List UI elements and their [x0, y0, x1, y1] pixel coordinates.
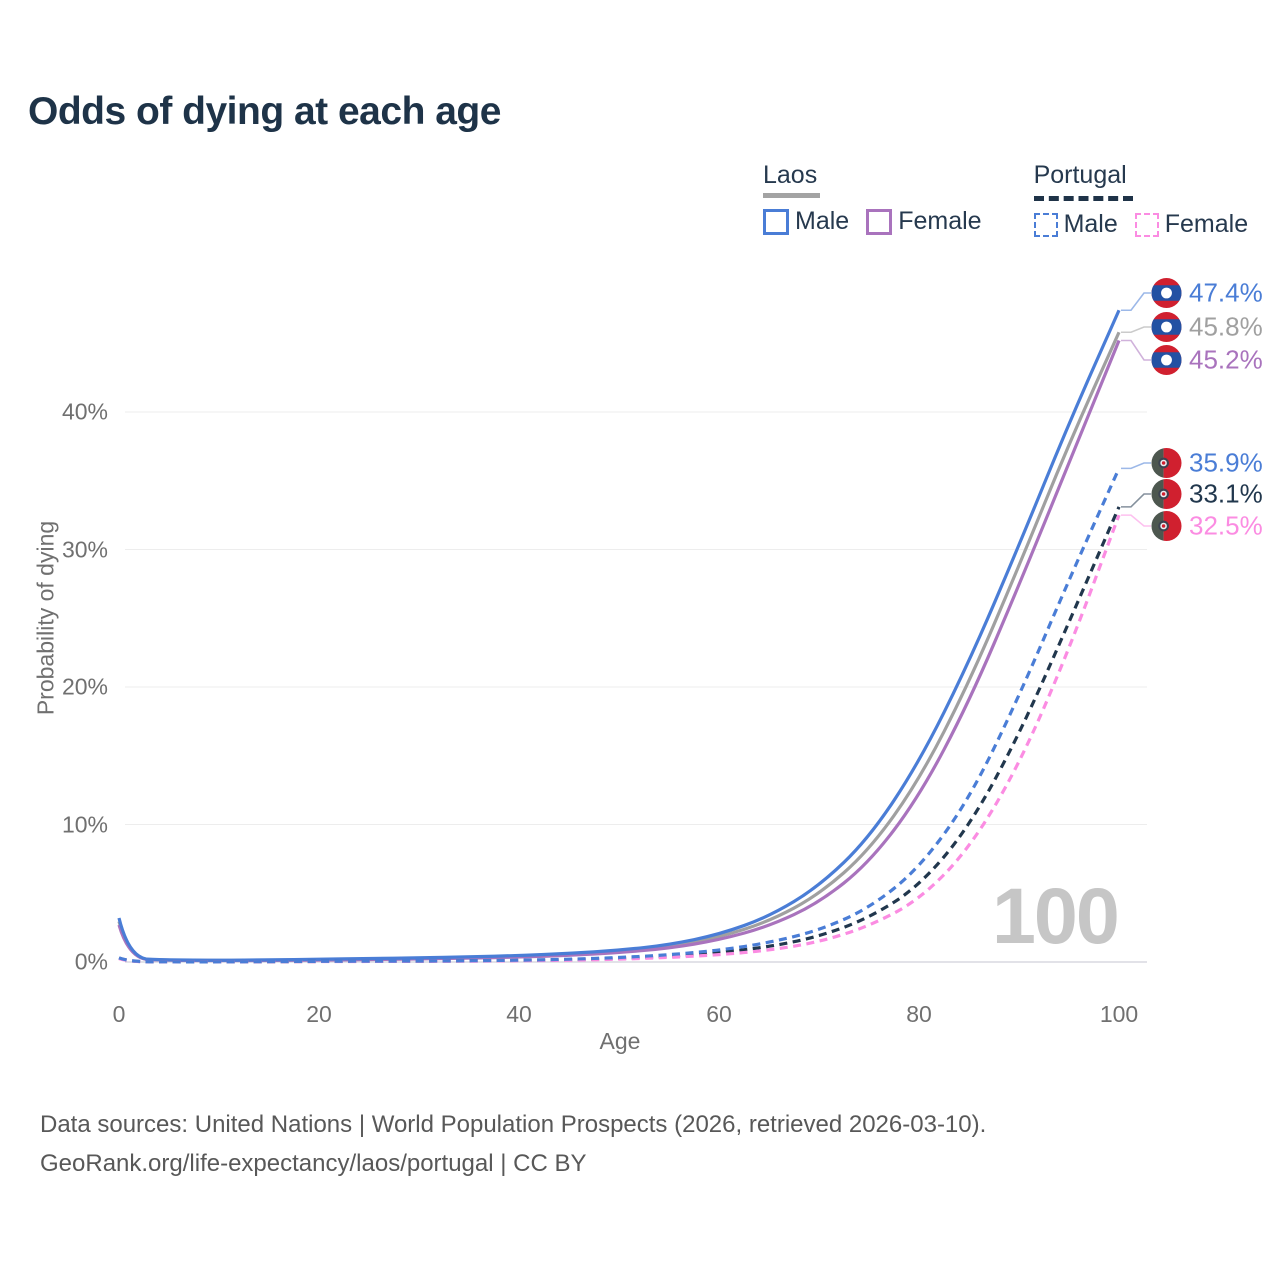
end-label-value: 45.2% — [1189, 344, 1263, 375]
end-label-connector — [1121, 339, 1151, 361]
page-title: Odds of dying at each age — [28, 90, 501, 133]
end-label-connector — [1121, 514, 1151, 527]
end-label-value: 35.9% — [1189, 447, 1263, 478]
portugal-female-swatch-icon — [1134, 212, 1159, 237]
series-line-laos-both-sexes — [117, 331, 1121, 963]
series-line-laos-male — [117, 309, 1121, 962]
y-tick-label: 30% — [61, 536, 108, 562]
footer-data-sources: Data sources: United Nations | World Pop… — [40, 1111, 987, 1138]
footer-attribution: GeoRank.org/life-expectancy/laos/portuga… — [40, 1150, 587, 1177]
y-tick-label: 40% — [61, 398, 108, 425]
x-axis-title: Age — [599, 1028, 641, 1054]
end-label-value: 45.8% — [1189, 311, 1263, 342]
legend-group-title-portugal: Portugal — [1033, 161, 1127, 189]
legend-item-portugal-male[interactable]: Male — [1033, 210, 1118, 239]
legend-label: Male — [1063, 210, 1118, 238]
legend-label: Female — [898, 207, 982, 235]
footer: Data sources: United Nations | World Pop… — [40, 1105, 986, 1183]
series-line-portugal-female — [118, 514, 1121, 964]
end-label-value: 32.5% — [1189, 510, 1263, 541]
legend-label: Female — [1164, 210, 1249, 238]
end-label-connector — [1121, 326, 1151, 334]
laos-flag-icon — [1151, 345, 1182, 376]
legend-item-laos-male[interactable]: Male — [763, 207, 849, 236]
legend-group-laos: Laos Male Female — [763, 161, 982, 239]
series-line-portugal-male — [118, 467, 1121, 964]
age-watermark: 100 — [992, 871, 1120, 960]
end-label-connector — [1121, 493, 1151, 508]
laos-flag-icon — [1151, 312, 1182, 343]
portugal-flag-icon — [1151, 511, 1182, 542]
x-tick-label: 80 — [906, 1001, 932, 1027]
portugal-flag-icon — [1151, 479, 1182, 510]
laos-male-swatch-icon — [763, 208, 789, 235]
legend-portugal-line-swatch — [1033, 196, 1133, 201]
y-tick-label: 10% — [61, 811, 108, 837]
portugal-flag-icon — [1151, 448, 1182, 479]
laos-flag-icon — [1151, 278, 1182, 309]
x-tick-label: 60 — [706, 1001, 732, 1027]
legend-item-laos-female[interactable]: Female — [866, 207, 982, 236]
end-label-laos-both: 45.8% — [1151, 311, 1263, 343]
x-tick-label: 100 — [1099, 1001, 1139, 1027]
y-tick-label: 0% — [74, 948, 108, 975]
end-label-portugal-female: 32.5% — [1151, 510, 1263, 542]
x-tick-label: 0 — [112, 1001, 126, 1027]
legend-label: Male — [795, 207, 850, 235]
x-tick-label: 40 — [506, 1001, 532, 1027]
end-label-connector — [1121, 292, 1151, 312]
portugal-male-swatch-icon — [1033, 212, 1058, 237]
end-label-value: 33.1% — [1189, 478, 1263, 509]
y-tick-label: 20% — [61, 673, 108, 700]
end-label-portugal-male: 35.9% — [1151, 447, 1263, 479]
legend-group-portugal: Portugal Male Female — [1033, 161, 1249, 239]
legend-group-title-laos: Laos — [763, 161, 818, 189]
x-tick-label: 20 — [306, 1001, 332, 1027]
end-label-portugal-both: 33.1% — [1151, 478, 1263, 510]
series-line-portugal-both-sexes — [118, 506, 1121, 964]
legend: Laos Male Female Portugal Male Female — [763, 161, 1248, 239]
series-line-laos-female — [117, 339, 1121, 963]
legend-laos-line-swatch — [763, 193, 820, 198]
end-label-laos-female: 45.2% — [1151, 344, 1263, 376]
laos-female-swatch-icon — [866, 208, 893, 235]
legend-item-portugal-female[interactable]: Female — [1134, 210, 1249, 239]
end-label-value: 47.4% — [1189, 277, 1263, 308]
end-label-connector — [1121, 462, 1151, 470]
end-label-laos-male: 47.4% — [1151, 277, 1263, 309]
